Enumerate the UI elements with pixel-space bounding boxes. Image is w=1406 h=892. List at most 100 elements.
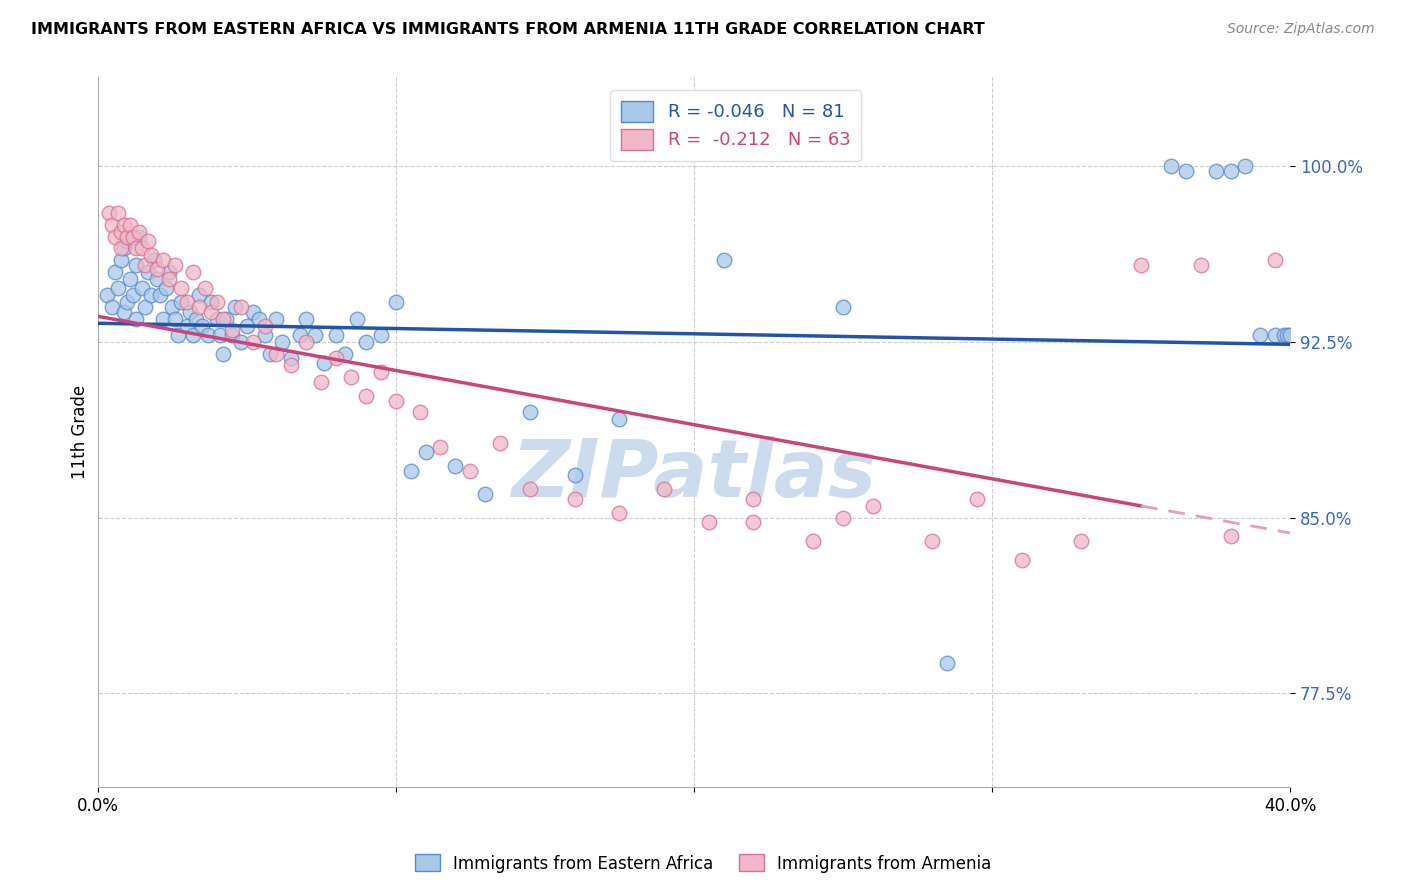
Point [921, 534, 943, 549]
Point [652, 483, 675, 497]
Point [1264, 253, 1286, 268]
Point [221, 328, 243, 343]
Point [117, 235, 139, 249]
Point [713, 253, 735, 268]
Point [271, 334, 294, 349]
Point [157, 272, 180, 286]
Point [122, 288, 145, 302]
Point [253, 328, 276, 343]
Point [354, 334, 377, 349]
Point [429, 441, 451, 455]
Point [399, 464, 422, 478]
Point [170, 281, 193, 295]
Point [235, 318, 257, 333]
Text: ZIPatlas: ZIPatlas [512, 435, 876, 514]
Point [141, 248, 163, 262]
Point [415, 445, 437, 459]
Point [125, 258, 148, 272]
Point [325, 351, 347, 366]
Legend: Immigrants from Eastern Africa, Immigrants from Armenia: Immigrants from Eastern Africa, Immigran… [408, 847, 998, 880]
Point [146, 262, 169, 277]
Point [1130, 258, 1153, 272]
Y-axis label: 11th Grade: 11th Grade [72, 385, 89, 479]
Point [107, 281, 129, 295]
Point [1249, 328, 1271, 343]
Point [98, 206, 121, 220]
Point [131, 241, 153, 255]
Text: Source: ZipAtlas.com: Source: ZipAtlas.com [1227, 22, 1375, 37]
Point [458, 464, 481, 478]
Point [742, 516, 765, 530]
Point [211, 347, 233, 361]
Point [128, 229, 150, 244]
Point [112, 304, 135, 318]
Point [96, 288, 118, 302]
Point [200, 304, 222, 318]
Point [160, 300, 183, 314]
Point [149, 288, 172, 302]
Legend: R = -0.046   N = 81, R =  -0.212   N = 63: R = -0.046 N = 81, R = -0.212 N = 63 [610, 90, 862, 161]
Point [280, 359, 302, 373]
Point [112, 241, 135, 255]
Point [200, 295, 222, 310]
Point [120, 272, 142, 286]
Point [280, 351, 302, 366]
Point [309, 375, 332, 389]
Point [295, 311, 318, 326]
Point [165, 311, 187, 326]
Point [801, 534, 824, 549]
Point [167, 328, 190, 343]
Point [966, 491, 988, 506]
Point [131, 281, 153, 295]
Point [221, 323, 243, 337]
Point [325, 328, 347, 343]
Point [122, 229, 145, 244]
Point [107, 206, 129, 220]
Point [229, 334, 252, 349]
Point [1234, 160, 1257, 174]
Point [152, 253, 174, 268]
Point [101, 300, 124, 314]
Point [1174, 164, 1197, 178]
Point [141, 288, 163, 302]
Point [170, 295, 193, 310]
Point [181, 328, 204, 343]
Point [742, 491, 765, 506]
Point [253, 318, 276, 333]
Point [104, 265, 127, 279]
Point [165, 258, 187, 272]
Point [136, 265, 159, 279]
Point [181, 265, 204, 279]
Point [1272, 328, 1295, 343]
Point [384, 295, 406, 310]
Point [157, 265, 180, 279]
Point [1219, 164, 1241, 178]
Point [304, 328, 326, 343]
Point [179, 304, 201, 318]
Point [112, 218, 135, 232]
Point [408, 405, 430, 419]
Point [194, 281, 217, 295]
Text: IMMIGRANTS FROM EASTERN AFRICA VS IMMIGRANTS FROM ARMENIA 11TH GRADE CORRELATION: IMMIGRANTS FROM EASTERN AFRICA VS IMMIGR… [31, 22, 984, 37]
Point [110, 225, 132, 239]
Point [266, 311, 288, 326]
Point [224, 300, 246, 314]
Point [832, 510, 855, 524]
Point [104, 229, 127, 244]
Point [247, 311, 270, 326]
Point [229, 300, 252, 314]
Point [117, 295, 139, 310]
Point [242, 304, 264, 318]
Point [607, 412, 630, 426]
Point [208, 328, 231, 343]
Point [697, 516, 720, 530]
Point [176, 295, 198, 310]
Point [1189, 258, 1212, 272]
Point [1070, 534, 1092, 549]
Point [110, 241, 132, 255]
Point [295, 334, 318, 349]
Point [862, 499, 884, 513]
Point [519, 483, 541, 497]
Point [564, 491, 586, 506]
Point [146, 272, 169, 286]
